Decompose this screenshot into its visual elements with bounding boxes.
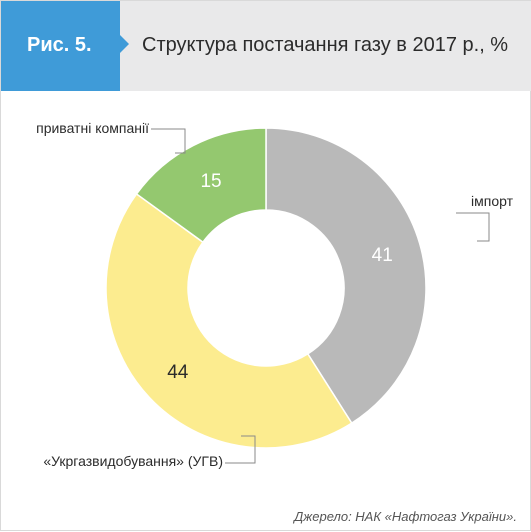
source-note: Джерело: НАК «Нафтогаз України».: [294, 509, 517, 524]
figure-number-tab: [1, 1, 120, 91]
chart-title: Структура постачання газу в 2017 р., %: [142, 34, 509, 56]
slice-2: [105, 192, 353, 449]
slice-1: [265, 127, 427, 425]
callout-label-2: «Укргазвидобування» (УГВ): [43, 453, 223, 469]
value-label-2: 44: [167, 362, 189, 383]
callout-label-3: приватні компанії: [36, 120, 149, 136]
callout-label-1: імпорт: [471, 193, 514, 209]
donut-chart: 41 44 15 імпорт «Укргазвидобування» (УГВ) пр…: [36, 120, 514, 469]
figure-tab-pointer: [119, 34, 129, 54]
leader-line-1: [456, 212, 490, 242]
figure-label: Рис. 5.: [27, 34, 92, 56]
value-label-1: 41: [372, 245, 393, 266]
value-label-3: 15: [200, 171, 221, 192]
leader-line-2: [225, 435, 256, 464]
leader-line-3: [151, 128, 186, 154]
slice-3: [135, 127, 267, 244]
